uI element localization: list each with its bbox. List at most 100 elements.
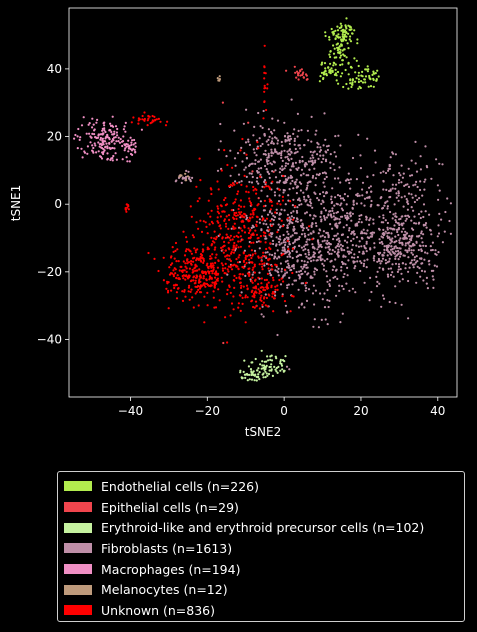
data-point xyxy=(330,198,333,201)
data-point xyxy=(288,276,291,279)
data-point xyxy=(395,192,398,195)
data-point xyxy=(253,379,256,382)
data-point xyxy=(360,261,363,265)
data-point xyxy=(438,162,441,165)
data-point xyxy=(305,287,308,290)
data-point xyxy=(423,180,426,183)
data-point xyxy=(420,269,424,272)
data-point xyxy=(239,227,242,230)
data-point xyxy=(226,273,229,276)
data-point xyxy=(394,257,397,260)
data-point xyxy=(264,376,267,379)
data-point xyxy=(339,63,342,67)
data-point xyxy=(386,226,389,229)
data-point xyxy=(224,196,227,200)
data-point xyxy=(412,209,415,212)
data-point xyxy=(267,152,270,155)
data-point xyxy=(225,155,228,158)
data-point xyxy=(344,179,348,182)
data-point xyxy=(277,223,280,226)
data-point xyxy=(372,78,375,81)
data-point xyxy=(205,264,208,267)
data-point xyxy=(326,258,329,261)
data-point xyxy=(273,216,277,219)
data-point xyxy=(171,262,174,265)
data-point xyxy=(231,166,234,169)
data-point xyxy=(248,180,251,184)
data-point xyxy=(317,143,320,146)
data-point xyxy=(282,274,285,277)
data-point xyxy=(351,83,354,86)
data-point xyxy=(110,130,113,134)
data-point xyxy=(394,215,397,218)
data-point xyxy=(298,236,301,239)
data-point xyxy=(268,294,271,297)
data-point xyxy=(211,281,214,284)
data-point xyxy=(268,269,271,272)
data-point xyxy=(410,249,413,252)
data-point xyxy=(323,177,326,181)
data-point xyxy=(259,173,262,176)
data-point xyxy=(339,54,343,57)
data-point xyxy=(332,238,335,241)
data-point xyxy=(114,152,117,155)
data-point xyxy=(416,271,419,274)
data-point xyxy=(406,208,409,211)
data-point xyxy=(263,66,266,69)
data-point xyxy=(370,232,373,235)
data-point xyxy=(390,240,393,243)
data-point xyxy=(204,285,207,288)
data-point xyxy=(431,275,434,278)
data-point xyxy=(346,274,349,277)
data-point xyxy=(274,290,277,293)
data-point xyxy=(323,207,326,210)
data-point xyxy=(196,248,199,251)
data-point xyxy=(349,178,352,181)
legend-item: Fibroblasts (n=1613) xyxy=(64,538,464,559)
data-point xyxy=(372,85,375,88)
data-point xyxy=(429,228,432,231)
data-point xyxy=(328,279,332,282)
data-point xyxy=(386,221,389,225)
data-point xyxy=(189,250,192,253)
data-point xyxy=(324,138,327,141)
data-point xyxy=(183,254,187,257)
data-point xyxy=(382,221,385,224)
data-point xyxy=(293,240,296,243)
data-point xyxy=(403,184,406,187)
data-point xyxy=(287,162,290,165)
data-point xyxy=(329,166,332,170)
data-point xyxy=(346,241,349,244)
data-point xyxy=(449,202,452,205)
data-point xyxy=(386,273,389,276)
data-point xyxy=(343,54,346,57)
data-point xyxy=(263,264,266,267)
data-point xyxy=(241,302,244,305)
data-point xyxy=(105,142,108,145)
data-point xyxy=(261,360,264,363)
data-point xyxy=(327,66,330,69)
data-point xyxy=(174,283,177,286)
data-point xyxy=(340,24,343,27)
data-point xyxy=(412,228,415,231)
data-point xyxy=(402,205,405,208)
data-point xyxy=(410,251,413,254)
data-point xyxy=(373,255,376,258)
data-point xyxy=(316,259,319,262)
data-point xyxy=(261,305,264,308)
data-point xyxy=(404,219,407,222)
data-point xyxy=(269,247,272,251)
data-point xyxy=(335,56,338,59)
data-point xyxy=(293,65,296,68)
data-point xyxy=(210,236,213,239)
data-point xyxy=(370,199,373,203)
data-point xyxy=(262,109,265,113)
data-point xyxy=(239,286,243,289)
data-point xyxy=(228,258,231,261)
data-point xyxy=(287,248,290,251)
data-point xyxy=(382,214,385,217)
data-point xyxy=(95,136,98,140)
data-point xyxy=(329,55,332,59)
y-tick-label: 0 xyxy=(54,197,62,211)
data-point xyxy=(383,204,386,207)
